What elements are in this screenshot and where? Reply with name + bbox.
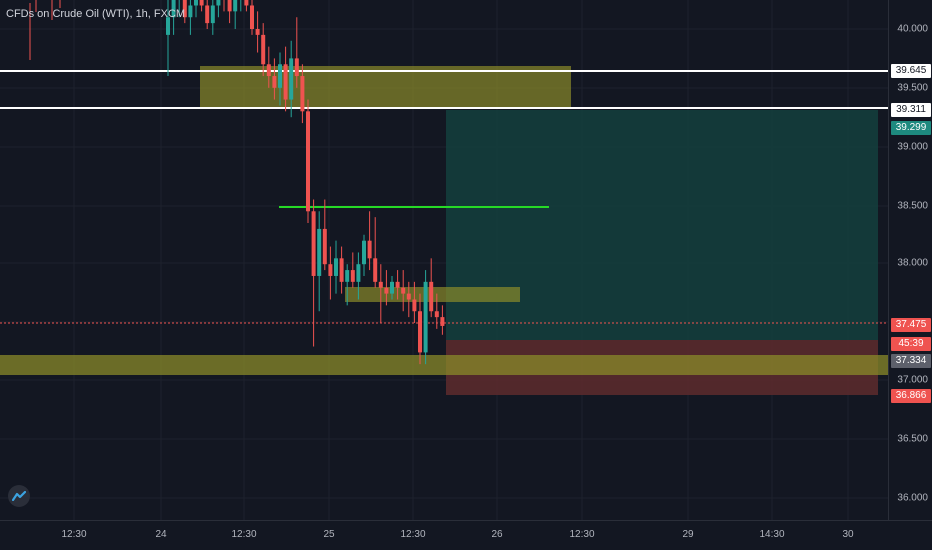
candle-body [272,76,277,88]
price-axis[interactable]: 40.000 39.500 39.000 38.500 38.000 37.00… [888,0,932,520]
price-tag-level-high: 39.645 [891,64,931,78]
candle-body [423,281,428,353]
price-tag-entry: 37.334 [891,354,931,368]
candle-body [334,258,338,276]
candle-body [345,270,350,282]
candle-body [418,311,422,353]
candle-body [300,76,305,112]
price-tag-last: 37.475 [891,318,931,332]
candle-body [250,5,254,30]
candle-body [406,293,411,300]
time-axis[interactable]: 12:30 24 12:30 25 12:30 26 12:30 29 14:3… [0,520,932,550]
candle-body [233,0,238,12]
price-tick: 38.000 [897,257,928,269]
candle-body [289,58,294,100]
countdown-tag: 45:39 [891,337,931,351]
candle-body [362,240,366,265]
candle-body [171,0,176,18]
price-tick: 39.000 [897,141,928,153]
candle-body [317,228,322,276]
price-tick: 40.000 [897,23,928,35]
candle-body [311,211,316,276]
candle-body [356,264,361,282]
candle-body [294,58,299,77]
chart-area[interactable]: CFDs on Crude Oil (WTI), 1h, FXCM [0,0,888,520]
candle-body [182,0,187,18]
candle-body [278,64,282,88]
candle-body [350,270,355,282]
target-zone [446,110,878,340]
candle-body [401,287,406,294]
candle-body [227,0,232,12]
candle-body [199,0,204,6]
candle-body [429,281,434,312]
time-tick: 12:30 [569,529,595,540]
time-tick: 26 [491,529,503,540]
price-tag-stop: 36.866 [891,389,931,403]
price-tick: 37.000 [897,374,928,386]
price-tick: 38.500 [897,200,928,212]
chart-canvas[interactable] [0,0,888,520]
candle-body [255,29,260,35]
candle-body [384,287,389,294]
candle-body [205,5,210,24]
price-tick: 36.000 [897,492,928,504]
candle-body [373,258,378,282]
candle-body [339,258,344,282]
candle-body [434,311,439,318]
candle-body [306,111,310,212]
time-tick: 12:30 [231,529,257,540]
time-tick: 29 [682,529,694,540]
tradingview-logo-icon[interactable] [8,485,30,507]
candle-body [322,228,327,265]
time-tick: 14:30 [759,529,785,540]
candle-body [390,281,394,294]
symbol-title[interactable]: CFDs on Crude Oil (WTI), 1h, FXCM [6,8,186,20]
price-tick: 39.500 [897,82,928,94]
candle-body [216,0,221,6]
candle-body [210,5,215,24]
price-tag-level-low: 39.311 [891,103,931,117]
candle-body [261,34,266,65]
price-tick: 36.500 [897,433,928,445]
candle-body [244,0,249,6]
candle-body [188,5,193,18]
price-tag-target: 39.299 [891,121,931,135]
time-tick: 24 [155,529,167,540]
resistance-zone [200,66,571,107]
candle-body [367,240,372,259]
time-tick: 12:30 [400,529,426,540]
time-tick: 25 [323,529,335,540]
candle-body [440,317,445,326]
time-tick: 12:30 [61,529,87,540]
candle-body [328,264,333,276]
candle-body [378,281,383,288]
candle-body [194,0,198,6]
time-tick: 30 [842,529,854,540]
candle-body [412,299,417,312]
candle-body [283,64,288,100]
candle-body [395,281,400,288]
candle-body [166,17,170,35]
candle-body [266,64,271,77]
support-zone [0,355,888,375]
